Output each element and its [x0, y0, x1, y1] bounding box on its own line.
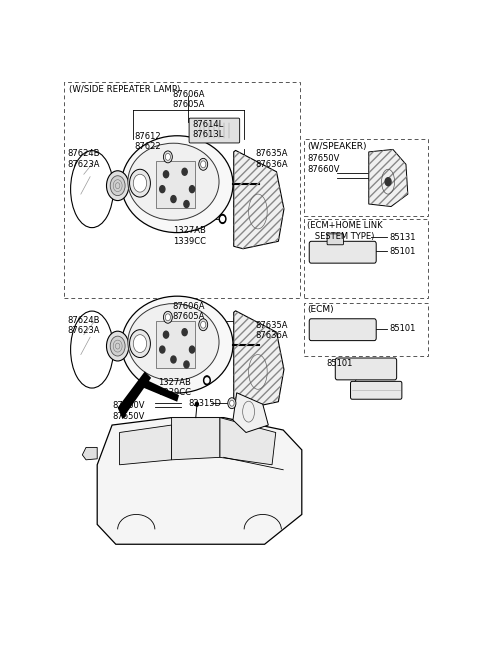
Circle shape	[385, 178, 391, 186]
Ellipse shape	[71, 311, 113, 388]
FancyBboxPatch shape	[156, 321, 195, 368]
Circle shape	[133, 335, 147, 353]
FancyBboxPatch shape	[189, 118, 240, 143]
Text: (W/SPEAKER): (W/SPEAKER)	[307, 143, 367, 152]
Polygon shape	[83, 448, 97, 460]
Text: 85101: 85101	[389, 247, 416, 255]
Circle shape	[130, 169, 150, 197]
Text: 82315D: 82315D	[188, 399, 221, 408]
Circle shape	[160, 186, 165, 193]
Bar	[304, 139, 428, 217]
FancyBboxPatch shape	[309, 319, 376, 341]
Circle shape	[219, 215, 226, 223]
Circle shape	[163, 171, 168, 178]
Ellipse shape	[128, 304, 219, 381]
Polygon shape	[234, 311, 284, 409]
Circle shape	[110, 336, 125, 356]
Text: (W/SIDE REPEATER LAMP): (W/SIDE REPEATER LAMP)	[69, 85, 180, 94]
Circle shape	[199, 319, 208, 331]
Text: 85101: 85101	[326, 359, 352, 368]
Text: 87624B
87623A: 87624B 87623A	[67, 150, 100, 169]
Text: 87650V
87660V: 87650V 87660V	[307, 154, 340, 174]
Circle shape	[190, 186, 195, 193]
Polygon shape	[118, 372, 151, 415]
Circle shape	[204, 376, 210, 385]
Circle shape	[165, 314, 170, 321]
Circle shape	[163, 151, 172, 163]
Circle shape	[228, 398, 236, 409]
Circle shape	[221, 217, 225, 221]
Circle shape	[195, 402, 198, 406]
Circle shape	[160, 346, 165, 353]
Text: 87606A
87605A: 87606A 87605A	[172, 90, 204, 109]
Bar	[304, 303, 428, 355]
FancyBboxPatch shape	[335, 358, 396, 380]
Circle shape	[163, 312, 172, 323]
Polygon shape	[118, 405, 126, 419]
Text: 87624B
87623A: 87624B 87623A	[67, 316, 100, 335]
Circle shape	[184, 201, 189, 208]
Circle shape	[201, 161, 206, 168]
Text: 85101: 85101	[389, 324, 416, 333]
Circle shape	[110, 175, 125, 195]
Text: (ECM): (ECM)	[307, 305, 334, 314]
Polygon shape	[369, 150, 408, 206]
Circle shape	[163, 331, 168, 338]
Circle shape	[165, 154, 170, 161]
Text: 87635A
87636A: 87635A 87636A	[255, 150, 288, 169]
FancyBboxPatch shape	[156, 161, 195, 208]
Circle shape	[199, 159, 208, 170]
Text: 87614L
87613L: 87614L 87613L	[192, 119, 223, 139]
Polygon shape	[120, 425, 172, 465]
Text: (ECM+HOME LINK
   SESTEM TYPE): (ECM+HOME LINK SESTEM TYPE)	[307, 221, 383, 241]
Text: 87660V
87650V: 87660V 87650V	[112, 401, 144, 421]
Polygon shape	[97, 417, 302, 544]
Text: 87612
87622: 87612 87622	[134, 132, 161, 152]
Circle shape	[130, 330, 150, 357]
Circle shape	[190, 346, 195, 353]
Ellipse shape	[71, 151, 113, 228]
Circle shape	[133, 174, 147, 192]
Polygon shape	[234, 150, 284, 249]
FancyBboxPatch shape	[327, 234, 344, 244]
Circle shape	[229, 400, 234, 406]
Circle shape	[201, 321, 206, 328]
Text: 1327AB
1339CC: 1327AB 1339CC	[173, 226, 206, 246]
Polygon shape	[220, 417, 276, 465]
Text: 1327AB
1339CC: 1327AB 1339CC	[158, 378, 192, 397]
Bar	[304, 219, 428, 299]
FancyBboxPatch shape	[309, 241, 376, 263]
FancyBboxPatch shape	[350, 381, 402, 399]
Polygon shape	[233, 393, 268, 433]
Text: 87635A
87636A: 87635A 87636A	[255, 321, 288, 340]
Circle shape	[107, 331, 129, 361]
Ellipse shape	[121, 135, 233, 233]
Polygon shape	[144, 381, 179, 402]
Circle shape	[182, 168, 187, 175]
Circle shape	[171, 356, 176, 363]
Circle shape	[205, 378, 209, 383]
Bar	[64, 83, 300, 299]
Text: 87606A
87605A: 87606A 87605A	[172, 302, 204, 321]
Ellipse shape	[121, 296, 233, 393]
Circle shape	[107, 171, 129, 201]
Text: 85131: 85131	[389, 233, 416, 242]
Circle shape	[182, 329, 187, 335]
Circle shape	[171, 195, 176, 203]
Polygon shape	[172, 417, 220, 460]
Ellipse shape	[128, 143, 219, 220]
Circle shape	[184, 361, 189, 368]
